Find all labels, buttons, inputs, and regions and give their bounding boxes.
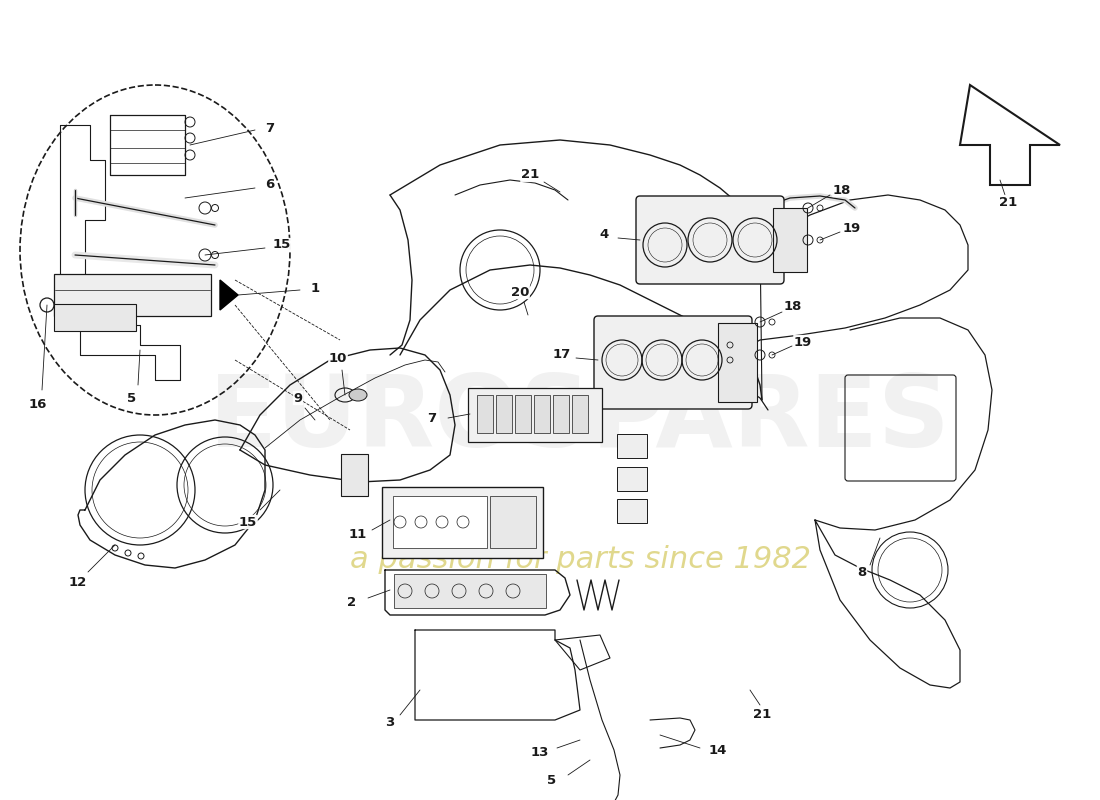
Text: 21: 21 bbox=[752, 709, 771, 722]
FancyBboxPatch shape bbox=[468, 388, 602, 442]
Text: 20: 20 bbox=[510, 286, 529, 298]
Text: 18: 18 bbox=[784, 301, 802, 314]
Text: 7: 7 bbox=[265, 122, 275, 134]
Text: 21: 21 bbox=[999, 195, 1018, 209]
Text: EUROSPARES: EUROSPARES bbox=[209, 371, 950, 469]
FancyBboxPatch shape bbox=[394, 574, 546, 608]
Text: 17: 17 bbox=[553, 349, 571, 362]
FancyBboxPatch shape bbox=[572, 395, 588, 433]
Text: 6: 6 bbox=[265, 178, 275, 191]
Text: 1: 1 bbox=[310, 282, 320, 294]
Text: 19: 19 bbox=[843, 222, 861, 234]
Text: 5: 5 bbox=[548, 774, 557, 786]
Text: 4: 4 bbox=[600, 229, 608, 242]
FancyBboxPatch shape bbox=[496, 395, 512, 433]
Text: a passion for parts since 1982: a passion for parts since 1982 bbox=[350, 546, 811, 574]
Text: 18: 18 bbox=[833, 183, 851, 197]
FancyBboxPatch shape bbox=[515, 395, 531, 433]
Text: 15: 15 bbox=[239, 515, 257, 529]
Text: 7: 7 bbox=[428, 411, 437, 425]
FancyBboxPatch shape bbox=[594, 316, 752, 409]
Text: 2: 2 bbox=[348, 595, 356, 609]
Text: 10: 10 bbox=[329, 351, 348, 365]
FancyBboxPatch shape bbox=[393, 496, 487, 548]
Polygon shape bbox=[220, 280, 238, 310]
FancyBboxPatch shape bbox=[54, 304, 136, 331]
FancyBboxPatch shape bbox=[54, 274, 211, 316]
FancyBboxPatch shape bbox=[382, 487, 543, 558]
FancyBboxPatch shape bbox=[490, 496, 536, 548]
FancyBboxPatch shape bbox=[617, 499, 647, 523]
FancyBboxPatch shape bbox=[341, 454, 368, 496]
Text: 21: 21 bbox=[521, 169, 539, 182]
Text: 14: 14 bbox=[708, 743, 727, 757]
Text: 5: 5 bbox=[128, 391, 136, 405]
FancyBboxPatch shape bbox=[773, 208, 807, 272]
Text: 8: 8 bbox=[857, 566, 867, 578]
FancyBboxPatch shape bbox=[553, 395, 569, 433]
FancyBboxPatch shape bbox=[617, 434, 647, 458]
Text: 12: 12 bbox=[69, 575, 87, 589]
Text: 13: 13 bbox=[531, 746, 549, 758]
Text: 16: 16 bbox=[29, 398, 47, 411]
FancyBboxPatch shape bbox=[617, 467, 647, 491]
FancyBboxPatch shape bbox=[534, 395, 550, 433]
Text: 3: 3 bbox=[385, 715, 395, 729]
FancyBboxPatch shape bbox=[477, 395, 493, 433]
Text: 19: 19 bbox=[794, 335, 812, 349]
Ellipse shape bbox=[349, 389, 367, 401]
Text: 9: 9 bbox=[294, 391, 302, 405]
Text: 15: 15 bbox=[273, 238, 292, 251]
Text: 11: 11 bbox=[349, 529, 367, 542]
FancyBboxPatch shape bbox=[718, 323, 757, 402]
FancyBboxPatch shape bbox=[636, 196, 784, 284]
